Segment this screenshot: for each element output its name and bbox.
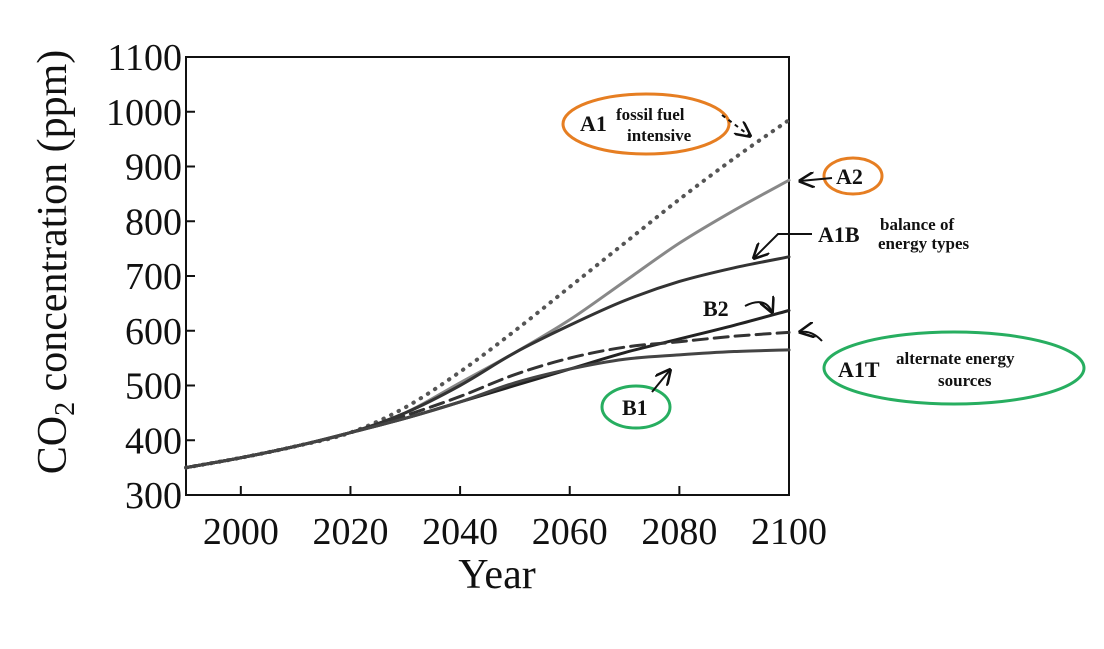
- annotation-a1b: A1B balance of energy types: [754, 215, 970, 258]
- series-line-a2: [184, 178, 791, 470]
- annotation-a1-sub2: intensive: [627, 126, 692, 145]
- annotation-a1t: A1T alternate energy sources: [800, 330, 1086, 406]
- annotation-a2-label: A2: [836, 164, 863, 189]
- x-axis-title: Year: [458, 552, 535, 598]
- series-line-a1: [184, 117, 791, 470]
- y-tick-label: 700: [125, 256, 182, 298]
- annotation-a1t-circle: [822, 330, 1086, 406]
- annotation-a1t-arrow: [800, 332, 823, 342]
- x-tick-label: 2020: [312, 511, 388, 553]
- annotation-a1: A1 fossil fuel intensive: [561, 92, 750, 156]
- annotation-b2: B2: [703, 296, 772, 321]
- annotation-a1-label: A1: [580, 111, 607, 136]
- y-axis-ticks: 300 400 500 600 700 800 900 1000 1100: [106, 37, 195, 517]
- x-axis-ticks: 2000 2020 2040 2060 2080 2100: [203, 486, 827, 553]
- y-tick-label: 800: [125, 201, 182, 243]
- annotation-a2: A2: [800, 156, 884, 196]
- annotation-b1-arrow: [651, 370, 670, 393]
- y-tick-label: 600: [125, 311, 182, 353]
- annotation-a1-sub1: fossil fuel: [616, 105, 685, 124]
- y-tick-label: 1100: [107, 37, 182, 79]
- annotation-a1t-sub2: sources: [938, 371, 992, 390]
- series-line-b1: [184, 348, 791, 470]
- y-tick-label: 500: [125, 366, 182, 408]
- annotation-b2-label: B2: [703, 296, 729, 321]
- series-line-b2: [184, 308, 791, 470]
- y-axis-title: CO2 concentration (ppm): [30, 50, 81, 475]
- annotation-a1-arrow: [721, 114, 750, 136]
- x-tick-label: 2100: [751, 511, 827, 553]
- annotation-a1t-sub1: alternate energy: [896, 349, 1015, 368]
- x-tick-label: 2000: [203, 511, 279, 553]
- annotation-a1b-sub2: energy types: [878, 234, 970, 253]
- annotation-b1-label: B1: [622, 395, 648, 420]
- annotation-a2-circle: [822, 156, 884, 196]
- y-tick-label: 400: [125, 420, 182, 462]
- y-tick-label: 900: [125, 147, 182, 189]
- annotation-a1b-arrow: [754, 233, 812, 258]
- y-tick-label: 300: [125, 475, 182, 517]
- annotation-a1b-label: A1B: [818, 222, 860, 247]
- annotation-a1t-label: A1T: [838, 357, 880, 382]
- x-tick-label: 2040: [422, 511, 498, 553]
- series-line-a1b: [184, 255, 791, 470]
- annotation-b1-circle: [600, 384, 672, 430]
- x-tick-label: 2080: [641, 511, 717, 553]
- annotation-a1-circle: [561, 92, 731, 156]
- annotation-b1: B1: [600, 370, 672, 430]
- annotation-a2-arrow: [800, 178, 833, 181]
- series-lines: [184, 117, 791, 470]
- annotation-b2-arrow: [744, 302, 772, 312]
- y-tick-label: 1000: [106, 92, 182, 134]
- annotation-a1b-sub1: balance of: [880, 215, 954, 234]
- x-tick-label: 2060: [532, 511, 608, 553]
